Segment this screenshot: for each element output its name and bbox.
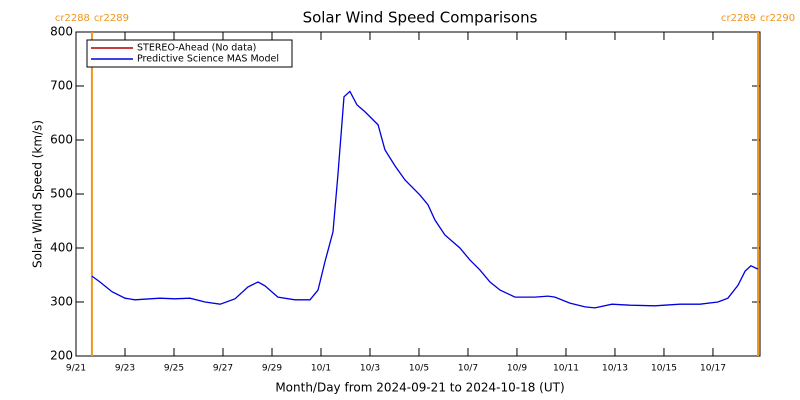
cr-label: cr2289 bbox=[94, 13, 129, 24]
legend-label: Predictive Science MAS Model bbox=[137, 54, 279, 65]
y-tick-label: 600 bbox=[50, 133, 73, 147]
data-line bbox=[91, 90, 759, 309]
x-tick-label: 9/23 bbox=[115, 364, 135, 374]
cr-label: cr2288 bbox=[55, 13, 90, 24]
cr-label: cr2289 bbox=[721, 13, 756, 24]
x-tick-label: 10/17 bbox=[700, 364, 726, 374]
x-tick-label: 10/5 bbox=[409, 364, 429, 374]
x-tick-label: 10/1 bbox=[311, 364, 331, 374]
x-tick-label: 10/11 bbox=[553, 364, 579, 374]
legend-box bbox=[86, 39, 293, 68]
x-axis-label: Month/Day from 2024-09-21 to 2024-10-18 … bbox=[275, 381, 564, 395]
x-tick-label: 9/29 bbox=[262, 364, 282, 374]
legend: STEREO-Ahead (No data)Predictive Science… bbox=[86, 39, 293, 68]
x-tick-label: 10/15 bbox=[651, 364, 677, 374]
y-axis-label: Solar Wind Speed (km/s) bbox=[31, 120, 45, 268]
x-tick-label: 10/3 bbox=[360, 364, 380, 374]
y-tick-label: 800 bbox=[50, 25, 73, 39]
x-tick-label: 9/25 bbox=[164, 364, 184, 374]
x-tick-label: 10/9 bbox=[507, 364, 527, 374]
cr-label: cr2290 bbox=[760, 13, 795, 24]
x-tick-label: 10/7 bbox=[458, 364, 478, 374]
y-tick-label: 200 bbox=[50, 349, 73, 363]
legend-label: STEREO-Ahead (No data) bbox=[137, 43, 256, 54]
y-tick-label: 400 bbox=[50, 241, 73, 255]
x-tick-label: 10/13 bbox=[602, 364, 628, 374]
x-tick-label: 9/21 bbox=[66, 364, 86, 374]
chart-title: Solar Wind Speed Comparisons bbox=[303, 9, 538, 27]
x-tick-label: 9/27 bbox=[213, 364, 233, 374]
y-tick-label: 300 bbox=[50, 295, 73, 309]
y-tick-label: 500 bbox=[50, 187, 73, 201]
y-tick-label: 700 bbox=[50, 79, 73, 93]
